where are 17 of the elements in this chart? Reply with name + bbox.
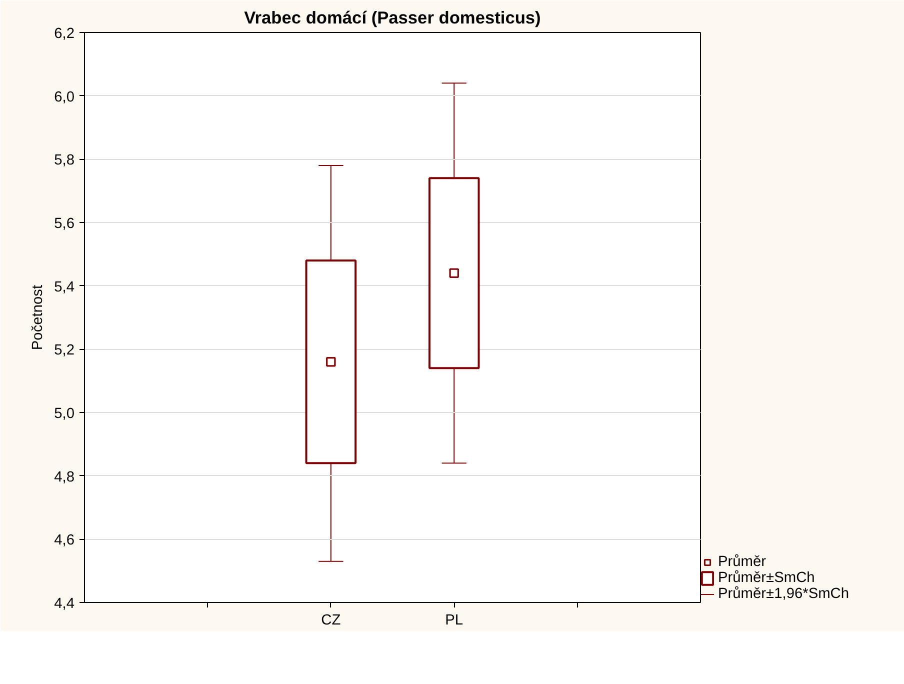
y-tick-label: 5,4 [54, 279, 74, 296]
legend-label: Průměr [718, 554, 766, 570]
y-tick-label: 6,0 [54, 89, 74, 106]
y-tick-label: 5,2 [54, 342, 74, 359]
chart-title: Vrabec domácí (Passer domesticus) [244, 8, 541, 28]
x-tick-label: PL [445, 612, 464, 628]
y-tick-label: 4,8 [54, 469, 74, 486]
y-axis-title: Početnost [30, 284, 46, 350]
y-tick-label: 5,6 [54, 216, 74, 232]
y-tick-label: 5,0 [54, 406, 74, 422]
y-tick-label: 6,2 [54, 26, 74, 42]
y-tick-label: 5,8 [54, 152, 74, 169]
y-tick-label: 4,6 [54, 532, 74, 549]
legend-label: Průměr±SmCh [718, 570, 815, 586]
legend-label: Průměr±1,96*SmCh [718, 586, 850, 602]
x-tick-label: CZ [321, 612, 341, 628]
y-tick-label: 4,4 [54, 596, 74, 612]
